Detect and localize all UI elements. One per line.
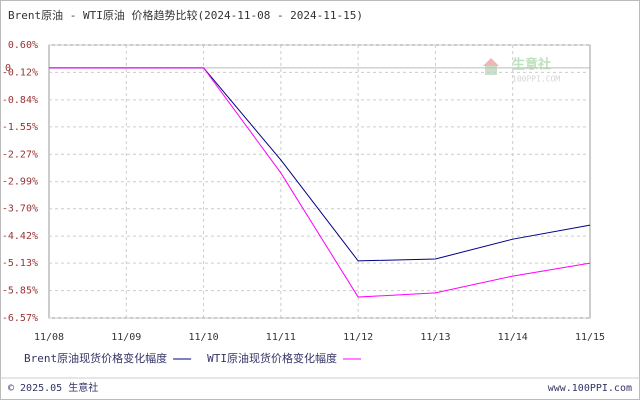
y-tick-label: -6.57% xyxy=(2,313,38,324)
y-tick-label: 0 xyxy=(5,63,11,74)
x-tick-label: 11/12 xyxy=(343,332,373,343)
y-tick-label: -3.70% xyxy=(2,204,38,215)
footer-right: www.100PPI.com xyxy=(548,383,632,394)
watermark-site: 100PPI.COM xyxy=(512,75,560,84)
watermark: 生意社 100PPI.COM xyxy=(483,57,560,84)
x-tick-label: 11/10 xyxy=(189,332,219,343)
logo-icon xyxy=(485,66,497,75)
y-tick-label: -1.55% xyxy=(2,122,38,133)
x-tick-label: 11/09 xyxy=(111,332,141,343)
y-tick-label: -2.27% xyxy=(2,149,38,160)
footer-left: © 2025.05 生意社 xyxy=(8,381,98,394)
y-tick-label: -5.85% xyxy=(2,286,38,297)
x-tick-label: 11/15 xyxy=(575,332,605,343)
y-tick-label: -0.84% xyxy=(2,95,38,106)
logo-icon xyxy=(483,58,499,66)
y-tick-label: -4.42% xyxy=(2,231,38,242)
y-tick-label: -5.13% xyxy=(2,258,38,269)
legend-label: WTI原油现货价格变化幅度 xyxy=(207,351,337,365)
watermark-name: 生意社 xyxy=(512,57,551,73)
chart-title: Brent原油 - WTI原油 价格趋势比较(2024-11-08 - 2024… xyxy=(8,8,363,22)
legend-label: Brent原油现货价格变化幅度 xyxy=(24,351,167,365)
x-tick-label: 11/11 xyxy=(266,332,296,343)
series-line xyxy=(49,67,591,298)
y-tick-label: 0.60% xyxy=(8,40,38,51)
x-tick-label: 11/13 xyxy=(420,332,450,343)
x-tick-label: 11/08 xyxy=(34,332,64,343)
y-tick-label: -2.99% xyxy=(2,177,38,188)
y-tick-label: -0.12% xyxy=(2,67,38,78)
x-tick-label: 11/14 xyxy=(498,332,528,343)
